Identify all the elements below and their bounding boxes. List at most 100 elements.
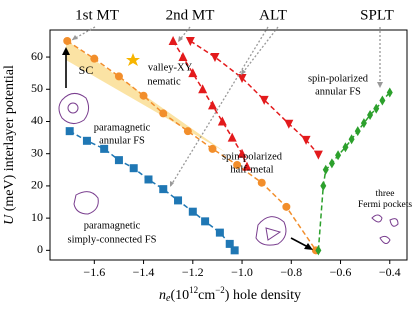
x-label-part: e	[166, 293, 171, 304]
y-tick-label: 20	[31, 178, 43, 192]
ann-text: spin-polarized	[308, 73, 369, 84]
x-label-part: −2	[215, 285, 225, 295]
marker	[139, 91, 148, 100]
marker	[354, 126, 361, 137]
x-tick-label: −0.6	[330, 265, 352, 279]
ann-text: three	[376, 189, 395, 199]
ann-text: paramagnetic	[94, 122, 151, 133]
marker	[114, 72, 123, 81]
marker	[360, 118, 367, 129]
ann-text: valley-XY	[148, 62, 193, 73]
marker	[168, 35, 178, 45]
marker	[335, 150, 342, 161]
marker	[207, 100, 217, 110]
marker	[322, 164, 329, 175]
marker	[201, 217, 210, 226]
plot-frame	[49, 29, 408, 261]
marker	[348, 134, 355, 145]
marker	[100, 144, 109, 153]
ann-text: Fermi pockets	[358, 200, 412, 210]
label-1st-mt: 1st MT	[75, 7, 119, 23]
marker	[373, 103, 380, 114]
ann-text: annular FS	[99, 135, 145, 146]
marker	[198, 84, 208, 94]
marker	[129, 164, 138, 173]
x-tick-label: −0.8	[280, 265, 302, 279]
y-label-text: (meV) interlayer potential	[2, 65, 17, 215]
marker	[208, 144, 217, 153]
x-label-part: n	[159, 288, 166, 303]
x-label-part: cm	[198, 288, 215, 303]
marker	[144, 175, 153, 184]
marker	[315, 245, 322, 256]
y-tick-label: 30	[31, 145, 43, 159]
marker	[242, 161, 252, 171]
marker	[114, 156, 123, 165]
marker	[217, 116, 227, 126]
star	[126, 53, 140, 66]
arrows	[62, 26, 383, 250]
marker	[328, 158, 335, 169]
marker	[82, 136, 91, 145]
ann-text: spin-polarized	[222, 151, 283, 162]
marker	[237, 148, 247, 158]
marker	[237, 73, 247, 83]
marker	[320, 180, 327, 191]
series-line	[189, 40, 319, 156]
ann-text: nematic	[147, 76, 181, 87]
marker	[367, 110, 374, 121]
ann-text: half-metal	[230, 164, 273, 175]
marker	[230, 246, 239, 255]
x-tick-label: −1.0	[231, 265, 253, 279]
label-alt: ALT	[259, 7, 287, 23]
marker	[227, 132, 237, 142]
x-tick-label: −0.4	[379, 265, 401, 279]
marker	[379, 95, 386, 106]
x-label-part: 12	[189, 285, 198, 295]
marker	[185, 36, 195, 46]
marker	[301, 135, 311, 145]
series-line	[66, 40, 317, 251]
marker	[259, 95, 269, 105]
marker	[233, 160, 242, 169]
marker	[183, 127, 192, 136]
marker	[282, 202, 291, 211]
series-line	[317, 91, 391, 251]
ann-text: simply-connected FS	[68, 234, 157, 245]
y-tick-label: 10	[31, 210, 43, 224]
marker	[65, 127, 74, 136]
marker	[257, 178, 266, 187]
x-tick-label: −1.2	[182, 265, 204, 279]
y-tick-label: 50	[31, 81, 43, 95]
x-tick-label: −1.6	[83, 265, 105, 279]
marker	[159, 185, 168, 194]
marker	[159, 109, 168, 118]
x-label-part: ) hole density	[225, 288, 301, 303]
marker	[174, 196, 183, 205]
y-axis-label: U (meV) interlayer potential	[2, 65, 17, 225]
y-tick-label: 0	[37, 242, 43, 256]
y-tick-label: 60	[31, 49, 43, 63]
marker	[188, 68, 198, 78]
marker	[90, 54, 99, 63]
marker	[225, 239, 234, 248]
x-axis-label: ne(1012cm−2) hole density	[159, 285, 301, 304]
fermi-surfaces	[58, 93, 399, 246]
x-tick-label: −1.4	[133, 265, 155, 279]
marker	[178, 52, 188, 62]
ann-sc: SC	[79, 63, 94, 77]
ann-text: paramagnetic	[84, 220, 141, 231]
y-label-symbol: U	[2, 214, 17, 225]
marker	[215, 228, 224, 237]
label-2nd-mt: 2nd MT	[166, 7, 215, 23]
marker	[386, 87, 393, 98]
marker	[63, 36, 72, 45]
marker	[188, 207, 197, 216]
y-tick-label: 40	[31, 113, 43, 127]
ann-text: annular FS	[315, 86, 361, 97]
x-label-part: (10	[170, 288, 189, 303]
marker	[284, 119, 294, 129]
marker	[313, 150, 323, 160]
marker	[210, 53, 220, 63]
